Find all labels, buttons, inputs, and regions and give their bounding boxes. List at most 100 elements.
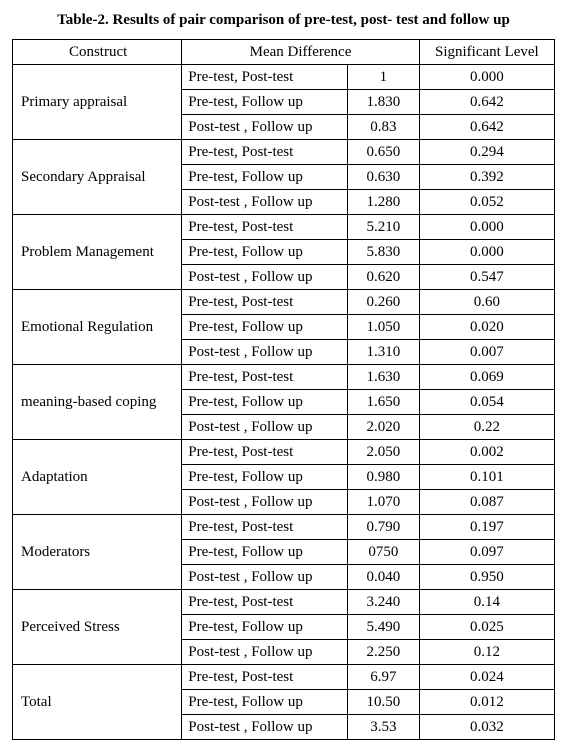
mean-diff-cell: 3.240 <box>347 590 419 615</box>
mean-diff-cell: 0.650 <box>347 140 419 165</box>
sig-level-cell: 0.60 <box>419 290 554 315</box>
pair-label-cell: Post-test , Follow up <box>182 115 348 140</box>
sig-level-cell: 0.642 <box>419 90 554 115</box>
pair-label-cell: Pre-test, Post-test <box>182 515 348 540</box>
construct-cell: Adaptation <box>13 440 182 515</box>
mean-diff-cell: 2.020 <box>347 415 419 440</box>
table-row: meaning-based copingPre-test, Post-test1… <box>13 365 555 390</box>
pair-label-cell: Pre-test, Post-test <box>182 290 348 315</box>
construct-cell: Moderators <box>13 515 182 590</box>
mean-diff-cell: 5.490 <box>347 615 419 640</box>
sig-level-cell: 0.024 <box>419 665 554 690</box>
mean-diff-cell: 2.250 <box>347 640 419 665</box>
sig-level-cell: 0.000 <box>419 240 554 265</box>
mean-diff-cell: 2.050 <box>347 440 419 465</box>
table-row: ModeratorsPre-test, Post-test0.7900.197 <box>13 515 555 540</box>
construct-cell: Problem Management <box>13 215 182 290</box>
sig-level-cell: 0.020 <box>419 315 554 340</box>
sig-level-cell: 0.14 <box>419 590 554 615</box>
sig-level-cell: 0.642 <box>419 115 554 140</box>
mean-diff-cell: 5.830 <box>347 240 419 265</box>
sig-level-cell: 0.101 <box>419 465 554 490</box>
pair-label-cell: Pre-test, Post-test <box>182 665 348 690</box>
header-significant-level: Significant Level <box>419 40 554 65</box>
pair-label-cell: Post-test , Follow up <box>182 565 348 590</box>
pair-label-cell: Pre-test, Post-test <box>182 65 348 90</box>
table-row: TotalPre-test, Post-test6.970.024 <box>13 665 555 690</box>
pair-label-cell: Pre-test, Follow up <box>182 165 348 190</box>
pair-label-cell: Pre-test, Follow up <box>182 90 348 115</box>
construct-cell: Perceived Stress <box>13 590 182 665</box>
sig-level-cell: 0.950 <box>419 565 554 590</box>
mean-diff-cell: 6.97 <box>347 665 419 690</box>
sig-level-cell: 0.054 <box>419 390 554 415</box>
sig-level-cell: 0.392 <box>419 165 554 190</box>
sig-level-cell: 0.025 <box>419 615 554 640</box>
pair-label-cell: Pre-test, Follow up <box>182 240 348 265</box>
mean-diff-cell: 0.630 <box>347 165 419 190</box>
sig-level-cell: 0.22 <box>419 415 554 440</box>
mean-diff-cell: 1.630 <box>347 365 419 390</box>
header-construct: Construct <box>13 40 182 65</box>
table-row: Emotional RegulationPre-test, Post-test0… <box>13 290 555 315</box>
construct-cell: Primary appraisal <box>13 65 182 140</box>
sig-level-cell: 0.069 <box>419 365 554 390</box>
sig-level-cell: 0.002 <box>419 440 554 465</box>
sig-level-cell: 0.547 <box>419 265 554 290</box>
sig-level-cell: 0.052 <box>419 190 554 215</box>
sig-level-cell: 0.000 <box>419 65 554 90</box>
results-table: Construct Mean Difference Significant Le… <box>12 39 555 740</box>
pair-label-cell: Pre-test, Post-test <box>182 440 348 465</box>
mean-diff-cell: 1.830 <box>347 90 419 115</box>
mean-diff-cell: 0.980 <box>347 465 419 490</box>
pair-label-cell: Post-test , Follow up <box>182 340 348 365</box>
table-row: Primary appraisalPre-test, Post-test10.0… <box>13 65 555 90</box>
sig-level-cell: 0.12 <box>419 640 554 665</box>
pair-label-cell: Pre-test, Follow up <box>182 465 348 490</box>
header-mean-difference: Mean Difference <box>182 40 419 65</box>
construct-cell: Secondary Appraisal <box>13 140 182 215</box>
mean-diff-cell: 3.53 <box>347 715 419 740</box>
pair-label-cell: Pre-test, Follow up <box>182 315 348 340</box>
mean-diff-cell: 1 <box>347 65 419 90</box>
sig-level-cell: 0.087 <box>419 490 554 515</box>
construct-cell: meaning-based coping <box>13 365 182 440</box>
mean-diff-cell: 1.310 <box>347 340 419 365</box>
sig-level-cell: 0.007 <box>419 340 554 365</box>
pair-label-cell: Pre-test, Post-test <box>182 215 348 240</box>
table-row: Perceived StressPre-test, Post-test3.240… <box>13 590 555 615</box>
sig-level-cell: 0.012 <box>419 690 554 715</box>
mean-diff-cell: 1.650 <box>347 390 419 415</box>
sig-level-cell: 0.000 <box>419 215 554 240</box>
pair-label-cell: Pre-test, Follow up <box>182 390 348 415</box>
pair-label-cell: Pre-test, Follow up <box>182 690 348 715</box>
pair-label-cell: Pre-test, Post-test <box>182 140 348 165</box>
mean-diff-cell: 5.210 <box>347 215 419 240</box>
sig-level-cell: 0.294 <box>419 140 554 165</box>
mean-diff-cell: 0.83 <box>347 115 419 140</box>
mean-diff-cell: 1.050 <box>347 315 419 340</box>
table-row: Problem ManagementPre-test, Post-test5.2… <box>13 215 555 240</box>
mean-diff-cell: 0.260 <box>347 290 419 315</box>
construct-cell: Total <box>13 665 182 740</box>
sig-level-cell: 0.032 <box>419 715 554 740</box>
pair-label-cell: Post-test , Follow up <box>182 265 348 290</box>
sig-level-cell: 0.097 <box>419 540 554 565</box>
pair-label-cell: Post-test , Follow up <box>182 190 348 215</box>
table-row: Secondary AppraisalPre-test, Post-test0.… <box>13 140 555 165</box>
mean-diff-cell: 0750 <box>347 540 419 565</box>
pair-label-cell: Pre-test, Follow up <box>182 615 348 640</box>
mean-diff-cell: 0.620 <box>347 265 419 290</box>
mean-diff-cell: 10.50 <box>347 690 419 715</box>
pair-label-cell: Post-test , Follow up <box>182 490 348 515</box>
table-row: AdaptationPre-test, Post-test2.0500.002 <box>13 440 555 465</box>
header-row: Construct Mean Difference Significant Le… <box>13 40 555 65</box>
pair-label-cell: Pre-test, Post-test <box>182 365 348 390</box>
pair-label-cell: Post-test , Follow up <box>182 715 348 740</box>
mean-diff-cell: 1.280 <box>347 190 419 215</box>
pair-label-cell: Post-test , Follow up <box>182 415 348 440</box>
sig-level-cell: 0.197 <box>419 515 554 540</box>
pair-label-cell: Pre-test, Post-test <box>182 590 348 615</box>
pair-label-cell: Post-test , Follow up <box>182 640 348 665</box>
mean-diff-cell: 1.070 <box>347 490 419 515</box>
